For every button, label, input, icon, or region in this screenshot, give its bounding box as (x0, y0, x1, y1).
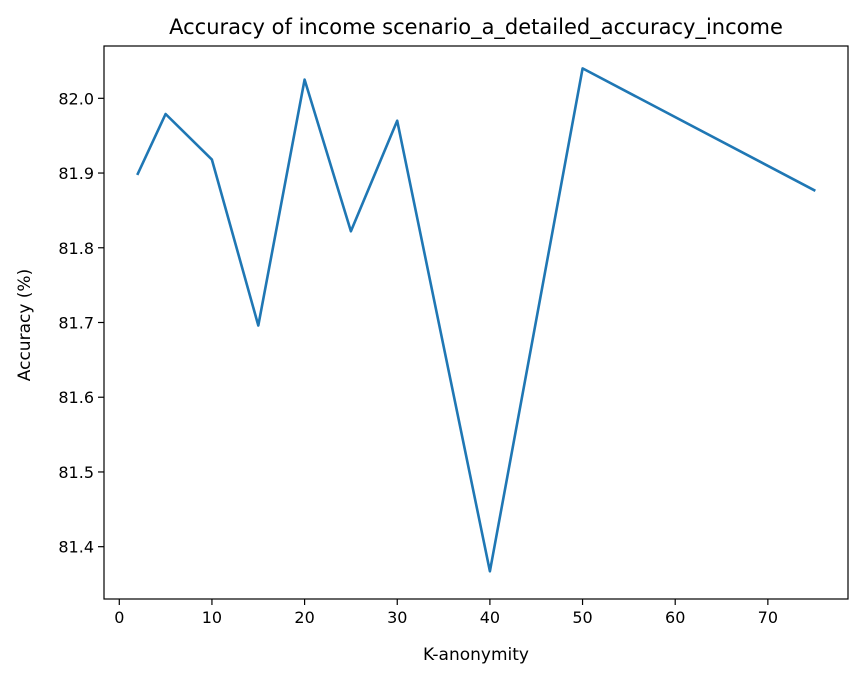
x-axis: 0 10 20 30 40 50 60 70 (114, 599, 778, 627)
x-tick-label: 60 (665, 608, 685, 627)
x-tick-label: 30 (387, 608, 407, 627)
series-line (136, 67, 816, 573)
x-tick-label: 50 (572, 608, 592, 627)
y-tick-label: 81.6 (58, 388, 94, 407)
y-tick-label: 81.9 (58, 164, 94, 183)
y-tick-label: 81.4 (58, 538, 94, 557)
chart-title: Accuracy of income scenario_a_detailed_a… (169, 15, 783, 40)
x-axis-label: K-anonymity (423, 645, 529, 665)
y-axis-label: Accuracy (%) (15, 269, 35, 381)
y-tick-label: 81.7 (58, 314, 94, 333)
series-layer (136, 67, 816, 573)
y-tick-label: 82.0 (58, 89, 94, 108)
x-tick-label: 20 (294, 608, 314, 627)
y-tick-label: 81.5 (58, 463, 94, 482)
x-tick-label: 0 (114, 608, 124, 627)
x-tick-label: 10 (202, 608, 222, 627)
y-tick-label: 81.8 (58, 239, 94, 258)
x-tick-label: 40 (480, 608, 500, 627)
x-tick-label: 70 (758, 608, 778, 627)
y-axis: 81.4 81.5 81.6 81.7 81.8 81.9 82.0 (58, 89, 104, 557)
